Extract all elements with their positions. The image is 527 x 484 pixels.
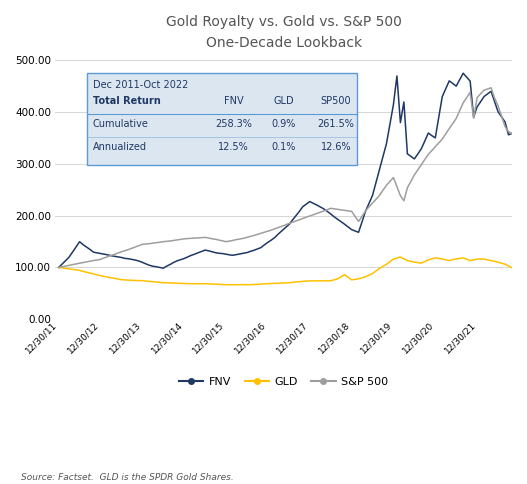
Text: 0.9%: 0.9% xyxy=(271,119,296,129)
Title: Gold Royalty vs. Gold vs. S&P 500
One-Decade Lookback: Gold Royalty vs. Gold vs. S&P 500 One-De… xyxy=(165,15,402,49)
Text: FNV: FNV xyxy=(223,95,243,106)
Text: Dec 2011-Oct 2022: Dec 2011-Oct 2022 xyxy=(93,80,188,90)
Text: SP500: SP500 xyxy=(321,95,352,106)
FancyBboxPatch shape xyxy=(87,74,357,165)
Text: 261.5%: 261.5% xyxy=(318,119,355,129)
Text: Annualized: Annualized xyxy=(93,142,147,152)
Legend: FNV, GLD, S&P 500: FNV, GLD, S&P 500 xyxy=(174,372,393,391)
Text: 0.1%: 0.1% xyxy=(271,142,296,152)
Text: Source: Factset.  GLD is the SPDR Gold Shares.: Source: Factset. GLD is the SPDR Gold Sh… xyxy=(21,472,234,482)
Text: 12.6%: 12.6% xyxy=(321,142,352,152)
Text: 12.5%: 12.5% xyxy=(218,142,249,152)
Text: Total Return: Total Return xyxy=(93,95,160,106)
Text: Cumulative: Cumulative xyxy=(93,119,149,129)
Text: GLD: GLD xyxy=(274,95,294,106)
Text: 258.3%: 258.3% xyxy=(215,119,252,129)
